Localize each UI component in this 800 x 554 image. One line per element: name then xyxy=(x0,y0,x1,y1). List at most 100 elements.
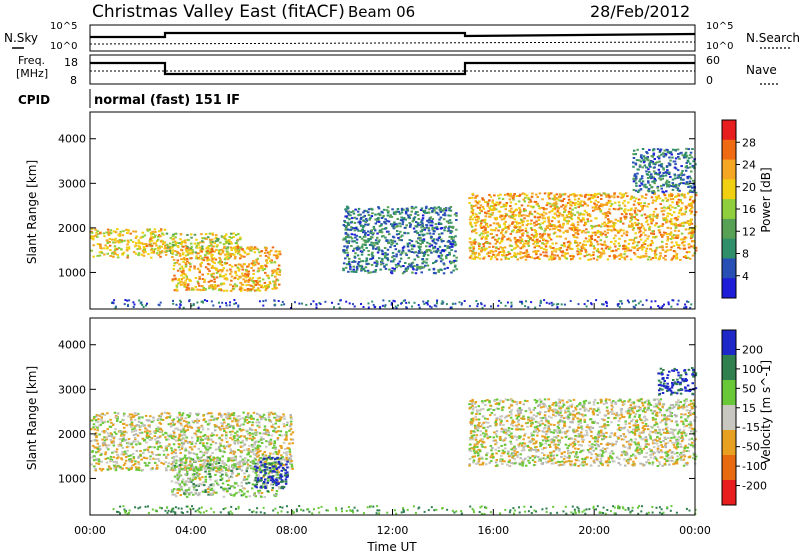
data-cell-velocity xyxy=(146,429,149,432)
data-cell-velocity xyxy=(289,425,292,428)
data-cell-power xyxy=(648,184,652,187)
clutter-cell-power xyxy=(237,305,240,308)
data-cell-power xyxy=(446,254,449,256)
data-cell-power xyxy=(579,204,583,207)
clutter-cell-power xyxy=(298,302,301,305)
colorbar-tick-label: 12 xyxy=(742,225,756,238)
data-cell-power xyxy=(210,244,213,247)
data-cell-power xyxy=(628,225,631,228)
data-cell-power xyxy=(482,230,485,233)
data-cell-power xyxy=(118,241,121,244)
data-cell-velocity xyxy=(207,438,210,441)
data-cell-power xyxy=(211,238,214,241)
data-cell-power xyxy=(206,249,209,252)
data-cell-power xyxy=(208,263,211,266)
data-cell-velocity xyxy=(291,442,294,445)
data-cell-power xyxy=(530,233,534,236)
data-cell-power xyxy=(607,248,611,250)
data-cell-power xyxy=(448,251,451,254)
data-cell-power xyxy=(201,258,204,261)
data-cell-power xyxy=(527,215,530,218)
data-cell-power xyxy=(644,229,647,232)
data-cell-power xyxy=(243,251,247,254)
data-cell-power xyxy=(651,192,654,194)
data-cell-power xyxy=(117,247,121,249)
data-cell-velocity xyxy=(186,428,189,431)
data-cell-power xyxy=(179,238,182,241)
data-cell-velocity xyxy=(272,460,275,463)
data-cell-power xyxy=(252,281,255,284)
data-cell-power xyxy=(521,256,525,259)
data-cell-power xyxy=(176,259,180,262)
data-cell-velocity xyxy=(169,433,173,436)
data-cell-velocity xyxy=(137,469,140,472)
data-cell-power xyxy=(593,225,596,228)
data-cell-power xyxy=(244,268,248,271)
data-cell-power xyxy=(450,271,453,274)
data-cell-power xyxy=(231,247,234,250)
data-cell-power xyxy=(579,252,582,255)
data-cell-power xyxy=(408,216,411,218)
data-cell-power xyxy=(253,251,256,254)
data-cell-power xyxy=(96,233,100,236)
data-cell-power xyxy=(401,246,405,249)
data-cell-power xyxy=(687,148,691,151)
data-cell-power xyxy=(252,264,255,267)
data-cell-velocity xyxy=(91,444,95,447)
data-cell-velocity xyxy=(248,444,251,447)
data-cell-power xyxy=(177,278,181,280)
data-cell-power xyxy=(143,234,147,237)
data-cell-power xyxy=(496,240,499,243)
data-cell-velocity xyxy=(248,416,251,419)
data-cell-power xyxy=(508,209,511,212)
data-cell-power xyxy=(684,210,688,213)
data-cell-velocity xyxy=(231,464,234,467)
data-cell-power xyxy=(240,283,244,286)
data-cell-velocity xyxy=(144,427,147,430)
data-cell-velocity xyxy=(160,446,163,449)
data-cell-power xyxy=(247,281,250,283)
data-cell-velocity xyxy=(228,430,232,433)
data-cell-power xyxy=(671,156,674,159)
data-cell-power xyxy=(120,248,123,251)
data-cell-power xyxy=(561,214,564,217)
data-cell-power xyxy=(618,204,621,207)
data-cell-power xyxy=(407,232,410,235)
clutter-cell-power xyxy=(550,301,553,304)
data-cell-power xyxy=(184,254,188,257)
data-cell-power xyxy=(664,258,667,261)
data-cell-power xyxy=(503,222,506,225)
data-cell-velocity xyxy=(99,453,103,456)
data-cell-power xyxy=(687,183,690,186)
data-cell-velocity xyxy=(137,455,141,458)
data-cell-velocity xyxy=(289,455,293,458)
data-cell-power xyxy=(428,268,431,271)
data-cell-power xyxy=(618,192,622,195)
data-cell-power xyxy=(634,232,637,235)
data-cell-power xyxy=(412,207,416,210)
data-cell-power xyxy=(267,256,270,259)
clutter-cell-power xyxy=(452,302,454,305)
data-cell-power xyxy=(519,236,522,239)
data-cell-power xyxy=(223,237,226,239)
data-cell-power xyxy=(440,238,443,241)
data-cell-power xyxy=(654,254,657,257)
data-cell-power xyxy=(561,250,565,253)
data-cell-power xyxy=(622,194,625,197)
data-cell-velocity xyxy=(288,453,292,456)
clutter-cell-power xyxy=(476,305,479,308)
data-cell-velocity xyxy=(92,417,96,420)
data-cell-velocity xyxy=(267,431,270,434)
data-cell-power xyxy=(223,245,226,248)
data-cell-velocity xyxy=(148,436,151,438)
data-cell-power xyxy=(648,255,651,258)
clutter-cell-power xyxy=(480,302,482,305)
data-cell-power xyxy=(512,194,515,197)
data-cell-velocity xyxy=(241,417,245,420)
data-cell-power xyxy=(367,233,370,236)
data-cell-power xyxy=(174,236,177,239)
clutter-cell-power xyxy=(394,305,397,308)
data-cell-power xyxy=(521,240,524,243)
data-cell-power xyxy=(641,225,644,227)
data-cell-power xyxy=(200,261,203,264)
